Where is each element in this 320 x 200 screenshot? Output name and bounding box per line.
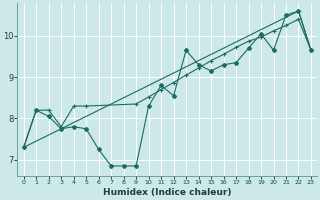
X-axis label: Humidex (Indice chaleur): Humidex (Indice chaleur) — [103, 188, 232, 197]
